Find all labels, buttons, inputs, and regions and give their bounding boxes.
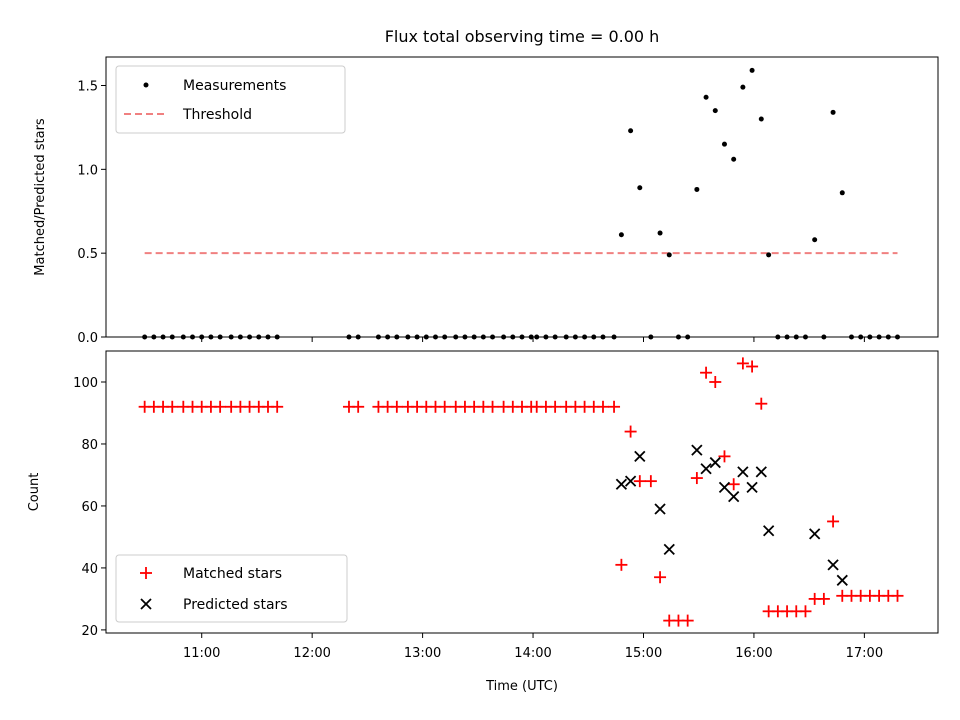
measurement-point — [618, 232, 624, 238]
predicted-star-point — [624, 475, 637, 487]
predicted-star-point — [615, 478, 628, 490]
top-y-tick-label: 0.0 — [77, 331, 98, 346]
matched-star-point — [633, 475, 646, 488]
bottom-y-tick-label: 80 — [81, 438, 98, 453]
predicted-star-point — [718, 481, 731, 493]
bottom-y-axis-label: Count — [27, 473, 42, 512]
measurement-point — [712, 108, 718, 114]
measurement-point — [703, 94, 709, 100]
measurement-point — [657, 230, 663, 236]
matched-star-point — [690, 472, 703, 485]
measurement-point — [749, 67, 755, 73]
matched-star-point — [390, 400, 403, 413]
bottom-x-tick-label: 16:00 — [735, 646, 772, 661]
predicted-star-point — [691, 444, 703, 456]
top-x-axis — [201, 337, 865, 342]
predicted-star-point — [634, 450, 646, 462]
top-y-tick-label: 1.5 — [77, 80, 98, 95]
matched-star-point — [438, 400, 451, 413]
matched-star-point — [817, 592, 830, 605]
legend-measurements-marker — [143, 82, 149, 88]
bottom-y-tick-label: 60 — [81, 500, 98, 515]
matched-star-point — [799, 605, 812, 618]
matched-star-point — [681, 614, 694, 627]
legend-matched-marker — [140, 567, 152, 579]
matched-star-point — [608, 400, 621, 413]
predicted-star-point — [827, 559, 839, 571]
bottom-y-tick-label: 40 — [81, 562, 98, 577]
matched-star-point — [755, 397, 768, 410]
matched-star-point — [746, 360, 759, 373]
legend-threshold-label: Threshold — [182, 107, 252, 123]
bottom-x-tick-label: 13:00 — [404, 646, 441, 661]
bottom-x-tick-label: 11:00 — [183, 646, 220, 661]
matched-star-point — [549, 400, 562, 413]
predicted-star-point — [737, 466, 749, 478]
bottom-y-tick-label: 20 — [81, 624, 98, 639]
matched-star-point — [624, 425, 637, 438]
measurement-point — [830, 109, 836, 115]
predicted-star-point — [836, 574, 848, 586]
bottom-y-axis: 20 40 60 80 100 — [73, 376, 106, 639]
matched-star-point — [736, 357, 749, 370]
top-legend: Measurements Threshold — [115, 65, 346, 134]
top-y-tick-label: 0.5 — [77, 247, 98, 262]
matched-star-point — [700, 366, 713, 379]
bottom-x-tick-label: 15:00 — [625, 646, 662, 661]
matched-star-point — [352, 400, 365, 413]
predicted-star-point — [746, 481, 758, 493]
top-y-axis: 0.0 0.5 1.0 1.5 — [77, 80, 106, 346]
bottom-y-tick-label: 100 — [73, 376, 98, 391]
predicted-star-point — [700, 463, 712, 475]
measurement-point — [812, 237, 818, 243]
legend-predicted-label: Predicted stars — [183, 597, 288, 613]
predicted-star-point — [728, 491, 740, 503]
chart-title: Flux total observing time = 0.00 h — [385, 27, 660, 46]
matched-star-point — [654, 571, 667, 584]
matched-star-point — [166, 400, 179, 413]
bottom-x-tick-label: 12:00 — [293, 646, 330, 661]
legend-measurements-label: Measurements — [183, 78, 286, 94]
matched-star-point — [214, 400, 227, 413]
measurement-point — [666, 252, 672, 258]
matched-star-point — [644, 475, 657, 488]
predicted-star-point — [763, 525, 775, 537]
matched-star-point — [709, 375, 722, 388]
bottom-x-axis: 11:00 12:00 13:00 14:00 15:00 16:00 17:00 — [183, 633, 883, 661]
measurement-point — [839, 190, 845, 196]
bottom-x-axis-label: Time (UTC) — [485, 679, 558, 694]
top-y-axis-label: Matched/Predicted stars — [33, 118, 48, 276]
measurement-point — [758, 116, 764, 122]
matched-star-point — [486, 400, 499, 413]
matched-star-point — [891, 589, 904, 602]
bottom-x-tick-label: 14:00 — [514, 646, 551, 661]
predicted-star-point — [709, 456, 721, 469]
predicted-star-point — [654, 503, 666, 515]
top-y-tick-label: 1.0 — [77, 163, 98, 178]
bottom-legend: Matched stars Predicted stars — [115, 554, 348, 623]
measurement-point — [694, 186, 700, 192]
matched-star-point — [827, 515, 840, 528]
legend-matched-label: Matched stars — [183, 566, 282, 582]
predicted-star-point — [809, 528, 821, 540]
top-axes-frame — [105, 56, 939, 338]
predicted-star-point — [663, 543, 675, 555]
measurement-point — [721, 141, 727, 147]
predicted-star-point — [755, 466, 767, 478]
matched-star-point — [271, 400, 284, 413]
bottom-axes-frame — [105, 350, 939, 634]
measurement-point — [731, 156, 737, 162]
measurement-point — [637, 185, 643, 191]
measurement-point — [740, 84, 746, 90]
legend-predicted-marker — [140, 598, 152, 610]
matched-star-point — [615, 558, 628, 571]
bottom-x-tick-label: 17:00 — [846, 646, 883, 661]
matched-star-point — [727, 478, 740, 491]
matched-star-point — [596, 400, 609, 413]
measurement-point — [628, 128, 634, 134]
matched-star-point — [718, 450, 731, 463]
bottom-plot-area — [138, 357, 904, 627]
measurement-point — [766, 252, 772, 258]
